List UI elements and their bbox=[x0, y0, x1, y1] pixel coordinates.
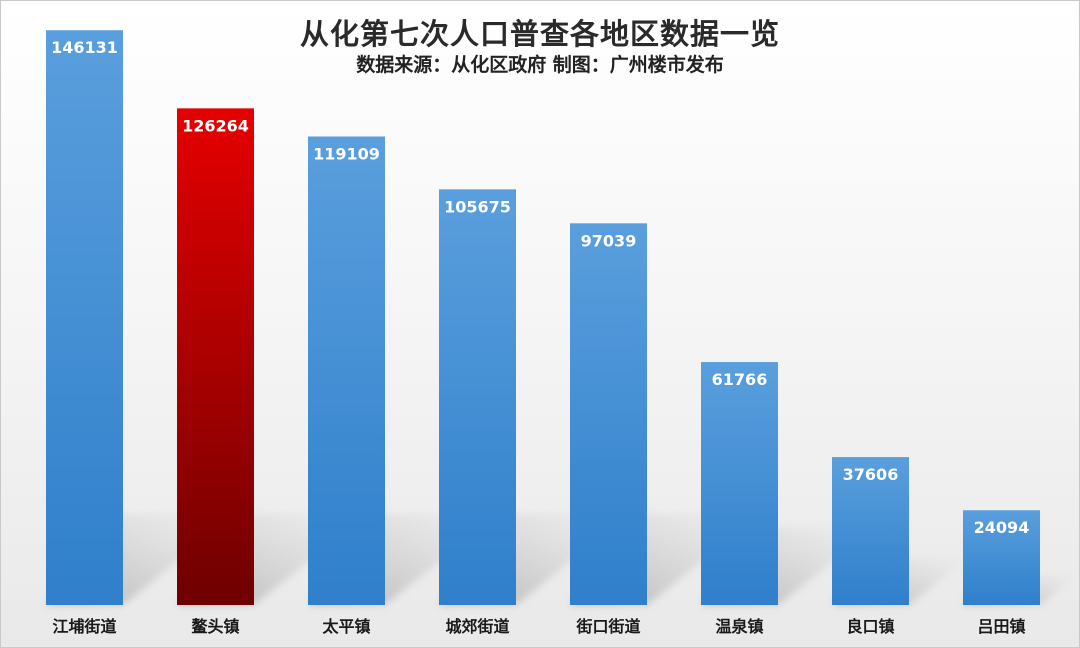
bar bbox=[570, 223, 647, 605]
category-label: 城郊街道 bbox=[445, 617, 509, 636]
bar bbox=[439, 189, 516, 605]
bar-value-label: 61766 bbox=[712, 370, 768, 389]
bars-group bbox=[46, 30, 1040, 606]
category-label: 鳌头镇 bbox=[191, 617, 239, 636]
bar bbox=[701, 362, 778, 605]
bar-value-label: 146131 bbox=[51, 38, 118, 57]
bar bbox=[963, 510, 1040, 605]
bar bbox=[308, 136, 385, 606]
bar-value-label: 126264 bbox=[182, 116, 249, 135]
category-labels-group: 江埔街道 鳌头镇 太平镇 城郊街道 街口街道 温泉镇 良口镇 吕田镇 bbox=[52, 617, 1025, 636]
category-label: 江埔街道 bbox=[52, 617, 116, 636]
bar-value-label: 97039 bbox=[581, 231, 637, 250]
bar-value-label: 24094 bbox=[974, 518, 1030, 537]
category-label: 吕田镇 bbox=[977, 617, 1025, 636]
bar-value-label: 119109 bbox=[313, 145, 380, 164]
value-labels-group: 146131 126264 119109 105675 97039 61766 37606 2… bbox=[51, 38, 1029, 537]
chart-title: 从化第七次人口普查各地区数据一览 bbox=[299, 17, 780, 51]
category-label: 街口街道 bbox=[575, 617, 640, 636]
bar bbox=[46, 30, 123, 605]
chart-subtitle: 数据来源：从化区政府 制图：广州楼市发布 bbox=[356, 54, 724, 76]
category-label: 良口镇 bbox=[846, 617, 894, 636]
bar-value-label: 105675 bbox=[444, 197, 511, 216]
category-label: 温泉镇 bbox=[714, 617, 763, 636]
bar-highlight bbox=[177, 108, 254, 605]
bar bbox=[832, 457, 909, 605]
category-label: 太平镇 bbox=[321, 617, 370, 636]
bar-value-label: 37606 bbox=[843, 465, 899, 484]
